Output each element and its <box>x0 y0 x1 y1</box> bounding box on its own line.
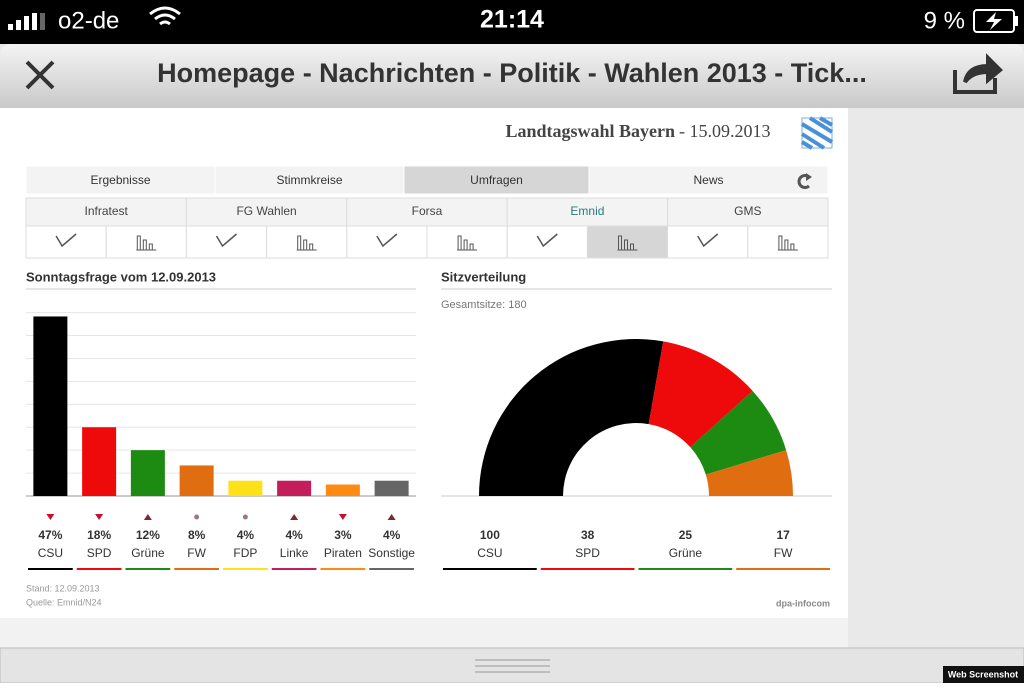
trend-same <box>242 514 248 520</box>
category-label: SPD <box>575 546 600 560</box>
tab-label: News <box>693 173 723 187</box>
value-label: 3% <box>334 528 352 542</box>
category-label: FW <box>187 546 206 560</box>
nav-bar <box>0 44 1024 108</box>
page-title: Homepage - Nachrichten - Politik - Wahle… <box>157 58 867 88</box>
line-icon <box>697 233 719 248</box>
bar <box>179 465 214 496</box>
bar-icon <box>296 235 317 251</box>
line-icon <box>536 233 558 248</box>
clock: 21:14 <box>480 6 544 34</box>
bavaria-flag <box>800 116 834 150</box>
trend-down <box>95 514 104 520</box>
share-button[interactable] <box>953 53 1003 94</box>
bar-icon <box>777 235 798 251</box>
line-icon <box>376 233 398 248</box>
category-label: FW <box>774 546 793 560</box>
value-label: 4% <box>285 528 303 542</box>
header-title: Landtagswahl Bayern <box>505 121 675 141</box>
footer-source: Quelle: Emnid/N24 <box>26 597 102 607</box>
value-label: 18% <box>87 528 111 542</box>
trend-down <box>338 514 347 520</box>
value-label: 25 <box>679 528 693 542</box>
tab-label: Umfragen <box>470 173 523 187</box>
bar <box>277 480 312 496</box>
institute-tab[interactable] <box>667 197 829 227</box>
seat-segment <box>479 339 664 496</box>
value-label: 4% <box>383 528 401 542</box>
institute-label: Infratest <box>85 204 129 218</box>
institute-tab[interactable] <box>25 197 187 227</box>
category-label: Sonstige <box>368 546 415 560</box>
carrier: o2-de <box>58 7 119 34</box>
content-footer <box>0 618 848 648</box>
trend-up <box>387 514 396 520</box>
footer-credit: dpa-infocom <box>776 598 830 608</box>
category-label: CSU <box>477 546 502 560</box>
tab[interactable] <box>588 165 829 195</box>
tab[interactable] <box>214 165 405 195</box>
trend-down <box>46 514 55 520</box>
value-label: 38 <box>581 528 595 542</box>
close-button[interactable] <box>25 60 55 90</box>
category-label: FDP <box>233 546 257 560</box>
institute-tab[interactable] <box>346 197 508 227</box>
seat-segment <box>705 450 793 496</box>
institute-label: GMS <box>734 204 761 218</box>
footer-stand: Stand: 12.09.2013 <box>26 583 100 593</box>
value-label: 4% <box>237 528 255 542</box>
value-label: 8% <box>188 528 206 542</box>
category-label: SPD <box>87 546 112 560</box>
chart-title: Sitzverteilung <box>441 269 526 284</box>
category-label: Linke <box>280 546 309 560</box>
wifi-icon <box>149 6 181 26</box>
tab-label: Stimmkreise <box>276 173 342 187</box>
bar <box>33 316 68 496</box>
trend-up <box>290 514 299 520</box>
institute-label: Forsa <box>412 204 443 218</box>
bar <box>228 480 263 496</box>
bar <box>130 450 165 496</box>
refresh-arrow <box>806 173 812 181</box>
seat-segment <box>648 341 753 448</box>
category-label: CSU <box>38 546 63 560</box>
bar <box>374 480 409 496</box>
value-label: 47% <box>38 528 62 542</box>
tab[interactable] <box>25 165 216 195</box>
header-date: - 15.09.2013 <box>679 121 771 141</box>
chart-title: Sonntagsfrage vom 12.09.2013 <box>26 269 216 284</box>
institute-label: FG Wahlen <box>236 204 296 218</box>
value-label: 12% <box>136 528 160 542</box>
institute-label: Emnid <box>570 204 604 218</box>
line-icon <box>215 233 237 248</box>
value-label: 17 <box>776 528 790 542</box>
category-label: Piraten <box>324 546 362 560</box>
category-label: Grüne <box>131 546 165 560</box>
badge <box>943 666 1024 683</box>
institute-tab[interactable] <box>185 197 348 227</box>
value-label: 100 <box>480 528 500 542</box>
drag-handle[interactable] <box>475 659 550 673</box>
bar <box>82 427 117 496</box>
signal-icon <box>8 13 45 30</box>
tab[interactable] <box>403 165 590 195</box>
bar-icon <box>136 235 157 251</box>
trend-up <box>143 514 152 520</box>
bar-icon <box>457 235 478 251</box>
bar <box>325 484 360 496</box>
bar-icon <box>617 235 638 251</box>
badge-text: Web Screenshot <box>948 669 1018 679</box>
chart-subtitle: Gesamtsitze: 180 <box>441 299 527 311</box>
line-icon <box>55 233 77 248</box>
tab-label: Ergebnisse <box>90 173 150 187</box>
seat-segment <box>690 390 787 475</box>
battery-text: 9 % <box>924 7 965 34</box>
battery-icon <box>973 9 1018 33</box>
trend-same <box>194 514 200 520</box>
category-label: Grüne <box>669 546 703 560</box>
